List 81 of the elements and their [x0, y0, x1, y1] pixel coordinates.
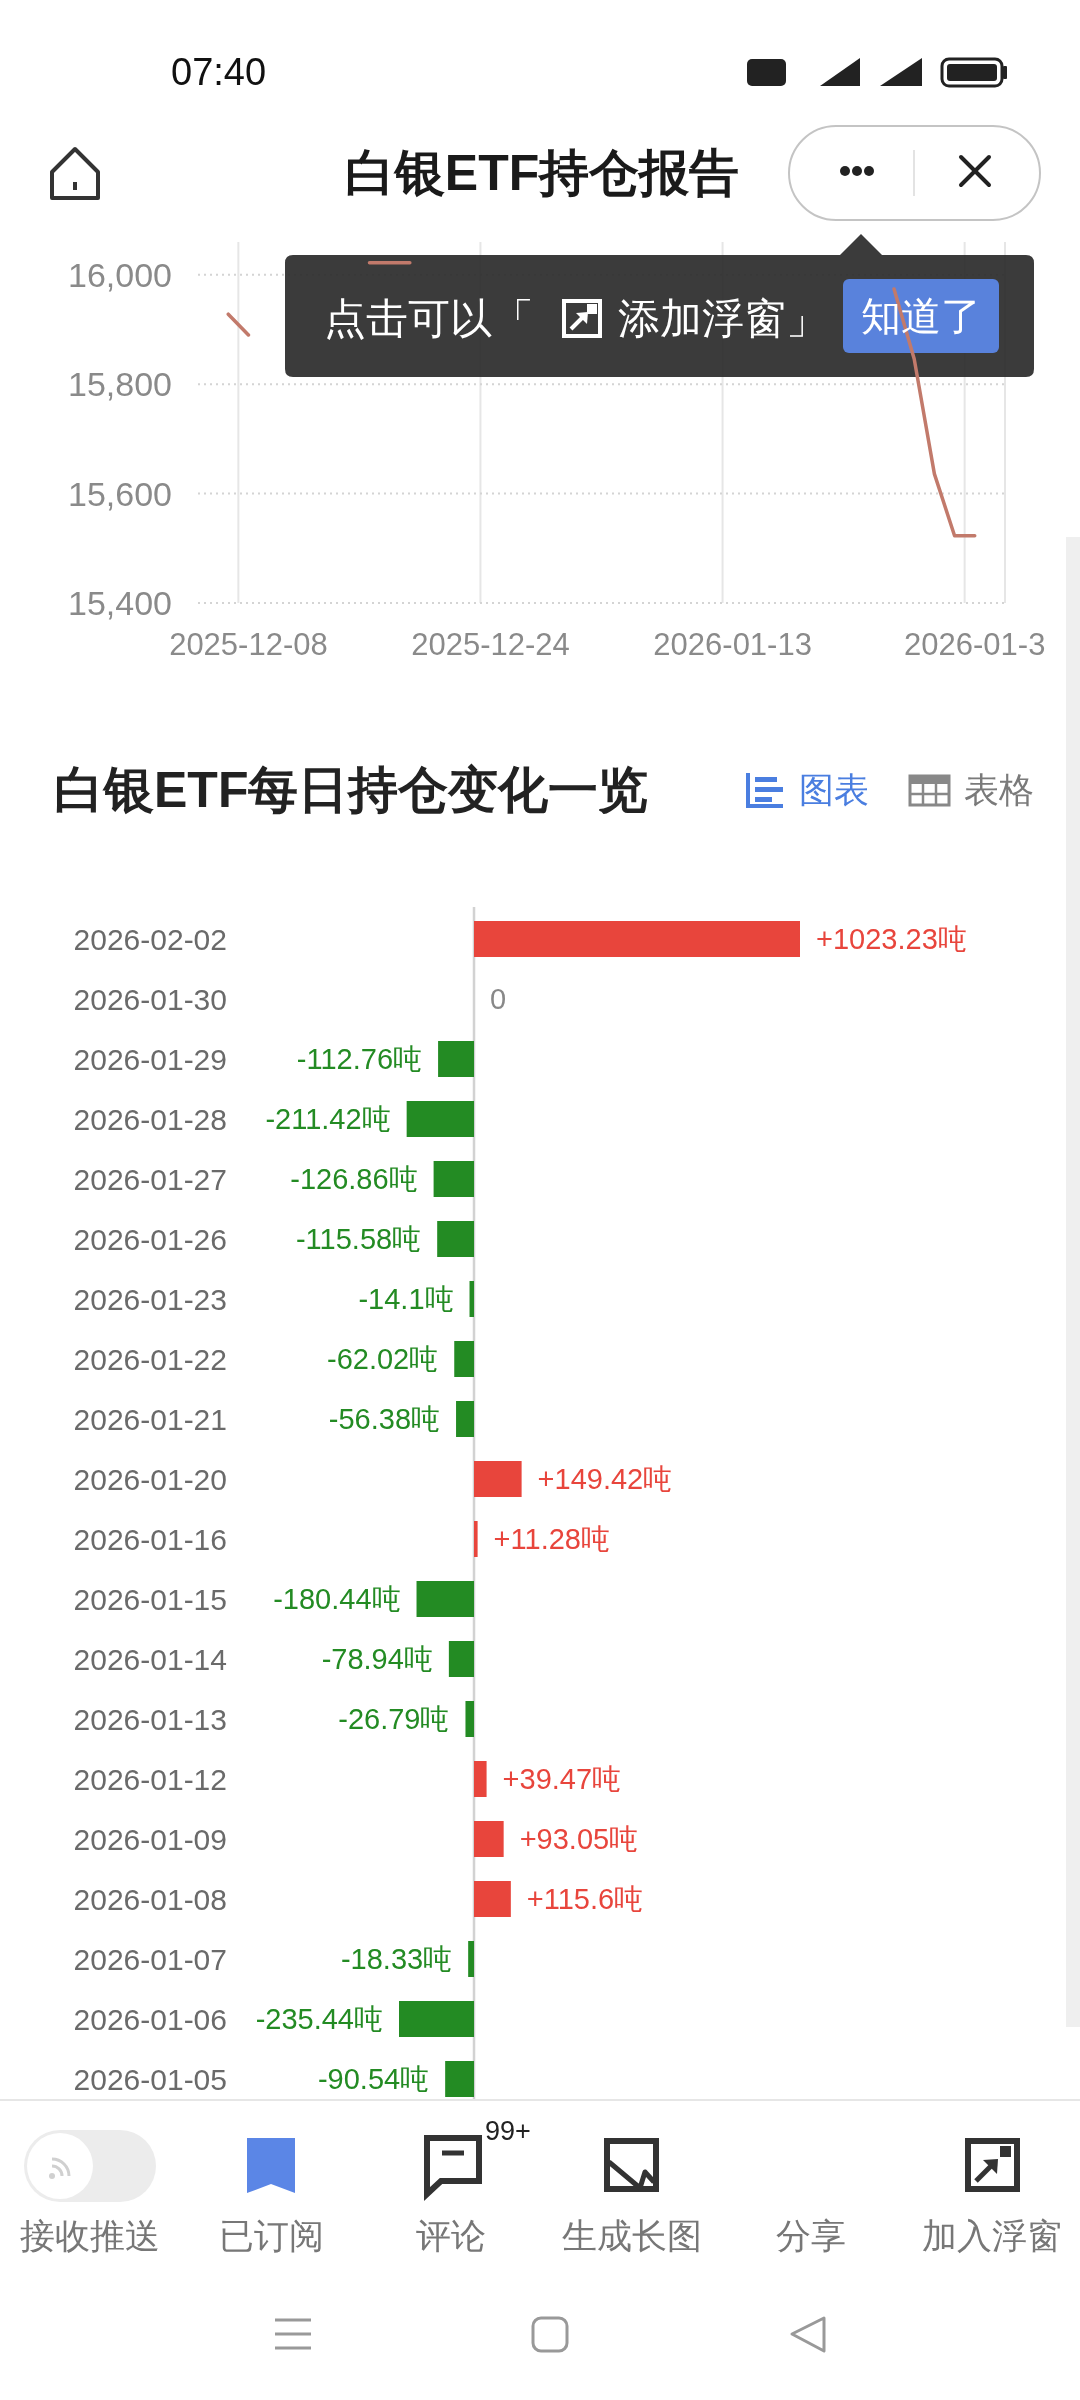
data-label: -115.58吨 [295, 1223, 422, 1255]
bar [433, 1161, 475, 1197]
data-label: -26.79吨 [338, 1703, 450, 1735]
bar [474, 1461, 522, 1497]
y-tick-label: 2026-01-30 [73, 982, 227, 1016]
x-tick-label: 2025-12-08 [169, 626, 328, 662]
y-tick-label: 2026-01-09 [73, 1822, 227, 1856]
bar [438, 1041, 475, 1077]
bar [465, 1701, 475, 1737]
y-tick-label: 2026-01-21 [73, 1402, 227, 1436]
bar [437, 1221, 475, 1257]
bar [416, 1581, 475, 1617]
text: 接收推送 [20, 2215, 160, 2255]
chart-title: 白银ETF持仓报告 [344, 145, 740, 201]
y-tick-label: 2026-01-29 [73, 1042, 227, 1076]
y-tick-label: 2026-01-07 [73, 1942, 227, 1976]
bar [445, 2061, 475, 2097]
data-label: -180.44吨 [273, 1583, 401, 1615]
x-tick-label: 2026-01-13 [653, 626, 812, 662]
text: 图表 [799, 769, 869, 809]
text: 07:40 [171, 51, 267, 93]
x-tick-label: 2026-01-3 [904, 626, 1046, 662]
data-label: +1023.23吨 [816, 923, 967, 955]
y-tick-label: 15,800 [68, 365, 172, 404]
text: 表格 [964, 769, 1034, 809]
y-tick-label: 2026-01-05 [73, 2062, 227, 2096]
y-tick-label: 2026-02-02 [73, 922, 227, 956]
data-label: -78.94吨 [321, 1643, 433, 1675]
text: 分享 [776, 2215, 846, 2255]
data-label: -18.33吨 [340, 1943, 453, 1975]
bar [474, 921, 800, 957]
data-label: -235.44吨 [255, 2003, 383, 2035]
annotation: 添加浮窗」 [618, 294, 828, 342]
y-tick-label: 2026-01-26 [73, 1222, 227, 1256]
y-tick-label: 2026-01-20 [73, 1462, 227, 1496]
y-tick-label: 16,000 [68, 255, 172, 294]
text: 已订阅 [218, 2215, 324, 2255]
bar [474, 1761, 487, 1797]
y-tick-label: 2026-01-12 [73, 1762, 227, 1796]
bar [399, 2001, 475, 2037]
data-label: -14.1吨 [358, 1283, 454, 1315]
text: 评论 [416, 2215, 486, 2255]
chart-title: 白银ETF每日持仓变化一览 [54, 762, 649, 818]
data-label: -112.76吨 [296, 1043, 423, 1075]
data-label: +11.28吨 [493, 1523, 610, 1555]
data-label: +39.47吨 [502, 1763, 622, 1795]
bar [448, 1641, 475, 1677]
bar [474, 1881, 511, 1917]
bar [454, 1341, 475, 1377]
y-tick-label: 2026-01-14 [73, 1642, 227, 1676]
y-tick-label: 15,600 [68, 474, 172, 513]
data-label: -90.54吨 [317, 2063, 430, 2095]
data-label: 0 [490, 983, 507, 1015]
annotation: 知道了 [861, 294, 981, 338]
y-tick-label: 2026-01-27 [73, 1162, 227, 1196]
data-label: -126.86吨 [290, 1163, 418, 1195]
y-tick-label: 15,400 [68, 584, 172, 622]
data-label: -211.42吨 [265, 1103, 391, 1135]
y-tick-label: 2026-01-13 [73, 1702, 227, 1736]
y-tick-label: 2026-01-23 [73, 1282, 227, 1316]
y-tick-label: 2026-01-22 [73, 1342, 227, 1376]
data-label: -56.38吨 [328, 1403, 441, 1435]
bar [406, 1101, 475, 1137]
y-tick-label: 2026-01-15 [73, 1582, 227, 1616]
annotation: 点击可以「 [324, 294, 534, 342]
data-label: +149.42吨 [537, 1463, 673, 1495]
bar [456, 1401, 475, 1437]
y-tick-label: 2026-01-06 [73, 2002, 227, 2036]
data-label: +93.05吨 [519, 1823, 639, 1855]
data-label: -62.02吨 [327, 1343, 439, 1375]
bar [474, 1521, 478, 1557]
text: 生成长图 [562, 2215, 702, 2255]
bar [468, 1941, 475, 1977]
y-tick-label: 2026-01-16 [73, 1522, 227, 1556]
x-tick-label: 2025-12-24 [411, 626, 570, 662]
text: 99+ [485, 2116, 531, 2146]
text: 加入浮窗 [922, 2215, 1062, 2255]
bar [474, 1821, 504, 1857]
y-tick-label: 2026-01-28 [73, 1102, 227, 1136]
data-label: +115.6吨 [526, 1883, 644, 1915]
y-tick-label: 2026-01-08 [73, 1882, 227, 1916]
